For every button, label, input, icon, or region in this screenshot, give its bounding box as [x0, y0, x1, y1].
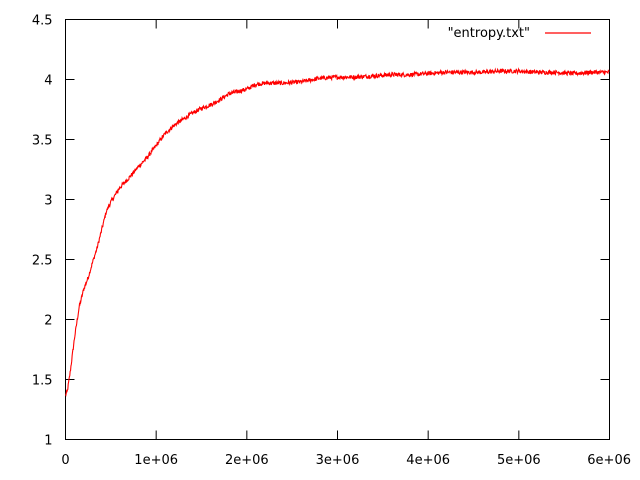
x-tick-label: 0: [61, 453, 69, 468]
x-tick-label: 4e+06: [406, 453, 450, 468]
y-tick-label: 2.5: [32, 254, 53, 269]
legend-label: "entropy.txt": [448, 26, 530, 41]
y-tick-label: 3.5: [32, 134, 53, 149]
y-tick-label: 1: [44, 434, 52, 449]
y-tick-label: 4.5: [32, 14, 53, 29]
x-tick-label: 3e+06: [316, 453, 360, 468]
plot-frame: [65, 19, 610, 440]
y-tick-label: 1.5: [32, 374, 53, 389]
x-tick-label: 2e+06: [225, 453, 269, 468]
axis-ticks: 1 1.5 2 2.5 3 3.5 4 4.5 0 1e+06 2e+06 3e+06 4e+06 5e+…: [32, 14, 631, 469]
x-tick-label: 1e+06: [134, 453, 178, 468]
y-tick-label: 4: [44, 74, 52, 89]
x-tick-label: 6e+06: [587, 453, 631, 468]
y-tick-label: 3: [44, 194, 52, 209]
legend: "entropy.txt": [448, 26, 591, 41]
series-layer: [65, 67, 610, 397]
series-line: [65, 67, 610, 397]
x-tick-label: 5e+06: [497, 453, 541, 468]
y-tick-label: 2: [44, 314, 52, 329]
